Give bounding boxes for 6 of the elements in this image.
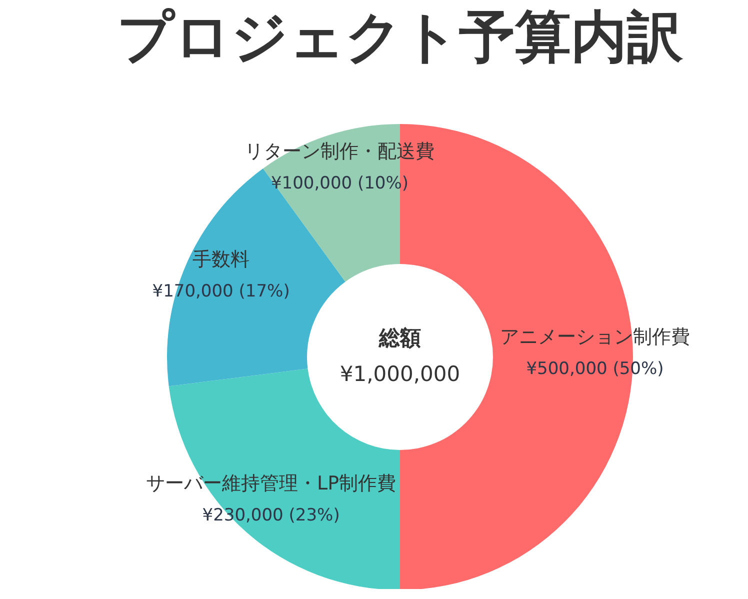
chart-title: プロジェクト予算内訳 (117, 5, 684, 70)
slice-label: リターン制作・配送費 (244, 140, 435, 163)
slice-label: サーバー維持管理・LP制作費 (146, 472, 396, 494)
text: 総額 (378, 326, 421, 350)
slice-label: 手数料 (192, 248, 250, 271)
text: ¥1,000,000 (340, 362, 460, 386)
